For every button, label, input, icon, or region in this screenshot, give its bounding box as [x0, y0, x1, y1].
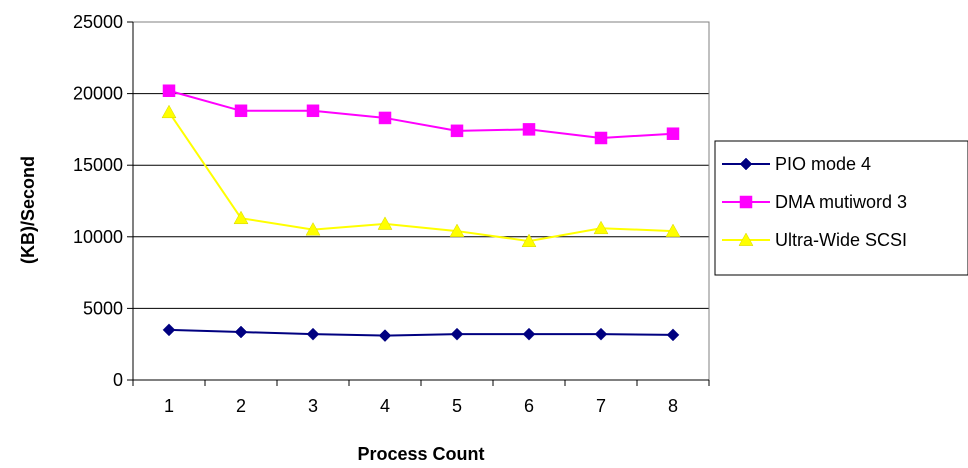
data-point [234, 104, 248, 118]
data-point [377, 216, 393, 230]
x-tick-label: 3 [308, 396, 318, 416]
data-point [305, 222, 321, 236]
data-point [449, 223, 465, 237]
data-point [233, 210, 249, 225]
x-tick-label: 5 [452, 396, 462, 416]
data-point [593, 220, 609, 235]
data-point [594, 131, 608, 145]
x-tick-label: 1 [164, 396, 174, 416]
data-point [306, 104, 320, 118]
data-point [378, 111, 392, 125]
axes: 0 5000 10000 15000 20000 25000 1 2 3 4 5 6 7 8 [73, 12, 710, 416]
data-point [522, 123, 536, 136]
data-point [162, 323, 176, 337]
data-point [162, 84, 176, 97]
data-point [306, 327, 320, 341]
x-tick-label: 8 [668, 396, 678, 416]
legend-marker [739, 195, 753, 209]
data-point [450, 124, 464, 138]
y-tick-label: 20000 [73, 84, 123, 104]
data-point [522, 327, 536, 341]
data-point [666, 127, 680, 140]
gridlines [133, 93, 709, 309]
legend-entry: PIO mode 4 [722, 154, 871, 174]
data-point [450, 327, 464, 341]
series-line [168, 111, 674, 243]
y-axis-title: (KB)/Second [18, 156, 38, 264]
plot-area [132, 21, 710, 381]
legend-marker [739, 157, 753, 171]
legend-entry: Ultra-Wide SCSI [722, 230, 907, 250]
x-tick-label: 4 [380, 396, 390, 416]
series-group [161, 84, 681, 342]
series-line [168, 89, 674, 139]
legend-marker [738, 232, 754, 246]
legend-label: PIO mode 4 [775, 154, 871, 174]
x-tick-label: 2 [236, 396, 246, 416]
legend: PIO mode 4 DMA mutiword 3 Ultra-Wide SCSI [714, 140, 968, 276]
y-tick-label: 25000 [73, 12, 123, 32]
y-tick-label: 15000 [73, 155, 123, 175]
data-point [378, 329, 392, 342]
legend-label: DMA mutiword 3 [775, 192, 907, 212]
series-line [168, 328, 674, 337]
y-tick-label: 5000 [83, 298, 123, 318]
data-point [665, 223, 681, 237]
data-point [234, 325, 248, 339]
series-pio-mode-4 [162, 323, 680, 342]
x-tick-label: 6 [524, 396, 534, 416]
legend-label: Ultra-Wide SCSI [775, 230, 907, 250]
x-axis-title: Process Count [357, 444, 484, 464]
series-dma-mutiword-3 [162, 84, 680, 145]
x-tick-label: 7 [596, 396, 606, 416]
data-point [521, 233, 537, 247]
y-tick-label: 0 [113, 370, 123, 390]
data-point [666, 328, 680, 342]
y-tick-label: 10000 [73, 227, 123, 247]
data-point [161, 104, 177, 119]
series-ultra-wide-scsi [161, 104, 681, 247]
legend-entry: DMA mutiword 3 [722, 192, 907, 212]
data-point [594, 327, 608, 341]
